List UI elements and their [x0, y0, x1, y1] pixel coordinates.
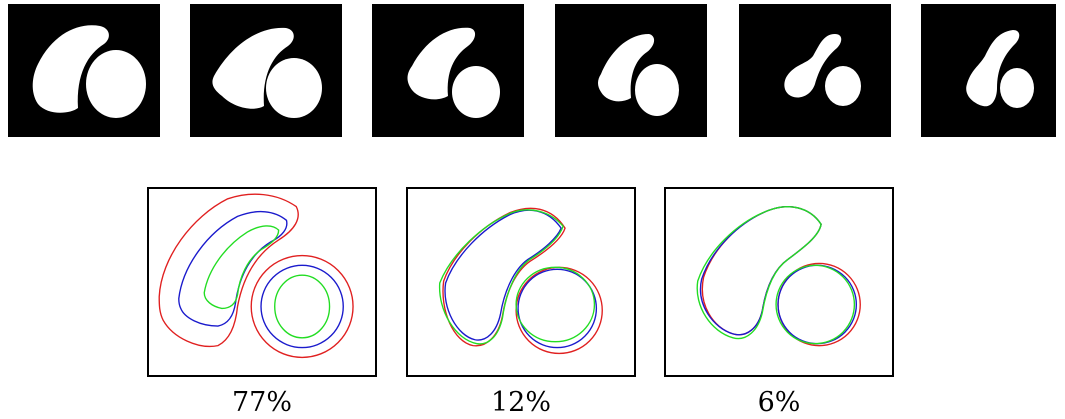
- inner-contour-crescent: [696, 206, 822, 340]
- panel-caption-3: 6%: [757, 387, 801, 418]
- inner-contour-crescent: [203, 225, 280, 310]
- middle-contour-circle: [777, 264, 858, 345]
- inner-contour-circle: [775, 264, 856, 345]
- outer-contour-crescent: [442, 207, 566, 347]
- inner-contour-crescent: [439, 209, 564, 345]
- segmentation-thumbnail-6: [921, 4, 1056, 137]
- panel-caption-2: 12%: [490, 387, 551, 418]
- outer-contour-circle: [515, 266, 603, 355]
- inner-contour-circle: [274, 274, 331, 339]
- middle-contour-crescent: [444, 209, 562, 341]
- contour-panel-3: [664, 187, 894, 377]
- middle-contour-circle: [517, 268, 598, 349]
- contour-panel-1: [147, 187, 377, 377]
- middle-contour-crescent: [178, 210, 288, 327]
- outer-contour-circle: [250, 254, 354, 359]
- contour-panel-2: [406, 187, 636, 377]
- segmentation-thumbnail-1: [8, 4, 160, 137]
- segmentation-thumbnail-3: [372, 4, 524, 137]
- middle-contour-crescent: [699, 206, 822, 336]
- outer-contour-crescent: [158, 193, 299, 348]
- inner-contour-circle: [515, 266, 596, 343]
- segmentation-thumbnail-4: [555, 4, 707, 137]
- segmentation-thumbnail-2: [190, 4, 342, 137]
- middle-contour-circle: [260, 264, 344, 349]
- segmentation-thumbnail-5: [739, 4, 891, 137]
- panel-caption-1: 77%: [231, 387, 292, 418]
